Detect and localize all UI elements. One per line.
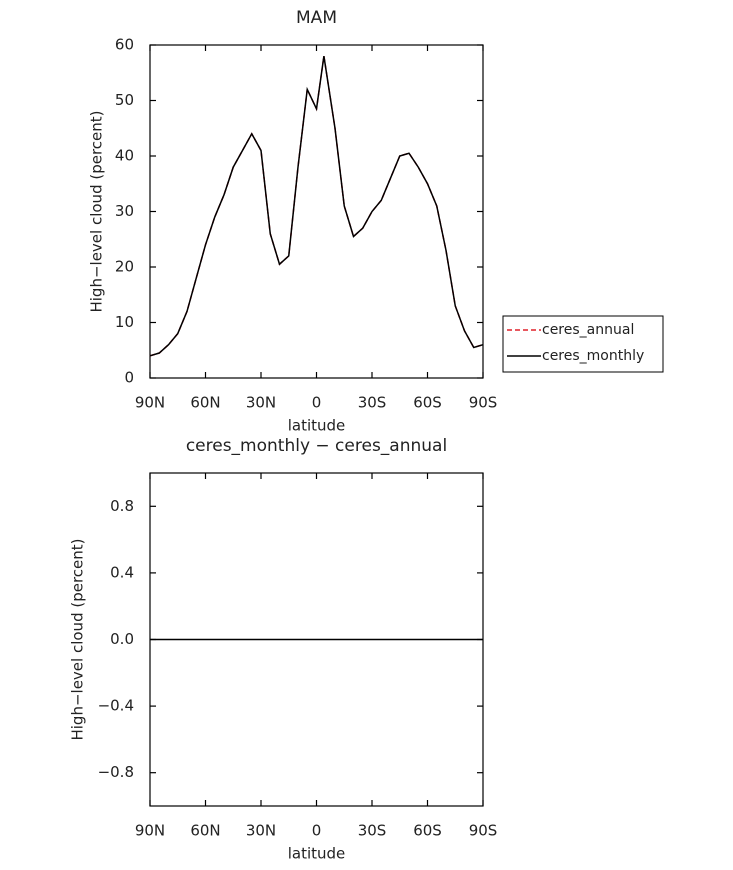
x-tick-label: 60S — [413, 822, 442, 840]
y-tick-label: 0 — [124, 369, 134, 387]
data-line — [149, 55, 484, 357]
x-tick-label: 90N — [135, 822, 165, 840]
legend-label: ceres_annual — [542, 322, 634, 338]
x-tick-label: 30S — [358, 822, 387, 840]
y-tick-label: 0.4 — [110, 563, 134, 581]
data-line — [149, 55, 484, 357]
x-tick-label: 30N — [246, 822, 276, 840]
x-tick-label: 90S — [469, 822, 498, 840]
y-tick-label: 60 — [115, 36, 134, 54]
y-axis-label: High−level cloud (percent) — [88, 110, 106, 312]
x-axis-label: latitude — [288, 845, 346, 863]
x-tick-label: 30S — [358, 394, 387, 412]
x-tick-label: 0 — [312, 822, 322, 840]
y-axis-label: High−level cloud (percent) — [69, 538, 87, 740]
y-tick-label: 0.0 — [110, 630, 134, 648]
legend-box — [502, 315, 664, 373]
y-tick-label: 50 — [115, 91, 134, 109]
legend-label: ceres_monthly — [542, 348, 644, 364]
x-tick-label: 60N — [190, 394, 220, 412]
y-tick-label: 10 — [115, 313, 134, 331]
chart-title: ceres_monthly − ceres_annual — [186, 436, 447, 456]
x-axis-label: latitude — [288, 417, 346, 435]
y-tick-label: 0.8 — [110, 497, 134, 515]
x-tick-label: 60N — [190, 822, 220, 840]
y-tick-label: 40 — [115, 147, 134, 165]
x-tick-label: 90N — [135, 394, 165, 412]
x-tick-label: 30N — [246, 394, 276, 412]
y-tick-label: −0.8 — [98, 763, 134, 781]
x-tick-label: 0 — [312, 394, 322, 412]
chart-title: MAM — [296, 8, 337, 28]
y-tick-label: 30 — [115, 202, 134, 220]
y-tick-label: −0.4 — [98, 697, 134, 715]
plot-frame — [149, 44, 484, 379]
x-tick-label: 60S — [413, 394, 442, 412]
y-tick-label: 20 — [115, 258, 134, 276]
x-tick-label: 90S — [469, 394, 498, 412]
